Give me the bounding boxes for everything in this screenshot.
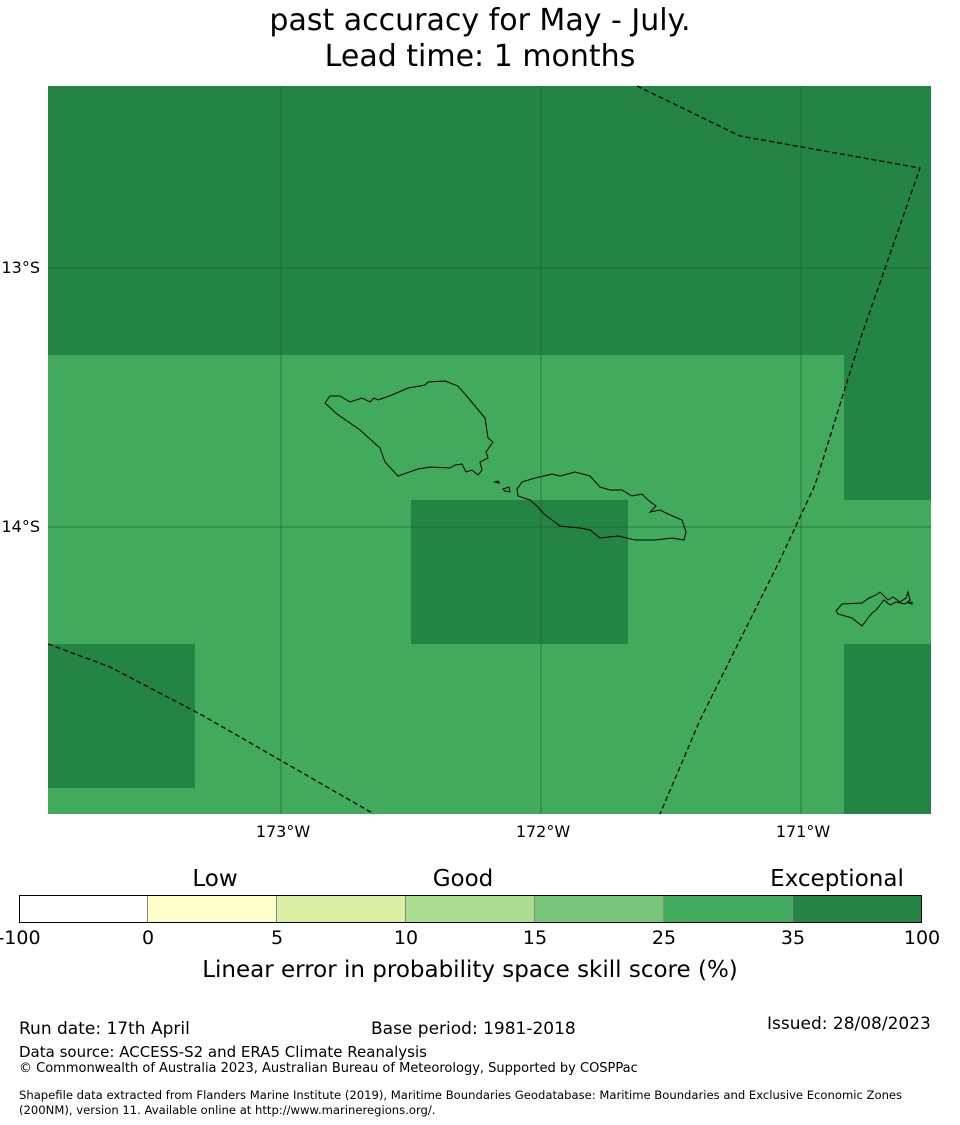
map-title-line-2: Lead time: 1 months [324,39,636,74]
savaii-island-outline [324,380,494,477]
colorbar-category-low: Low [192,866,238,892]
high-skill-region-east [844,355,931,500]
issued-date: Issued: 28/08/2023 [767,1014,931,1034]
copyright-notice: © Commonwealth of Australia 2023, Austra… [19,1061,638,1076]
shapefile-attribution-line-1: Shapefile data extracted from Flanders M… [19,1088,903,1102]
skill-map [47,85,931,815]
high-skill-region-upolu [411,500,628,644]
lon-label-172w: 172°W [515,822,571,841]
data-source: Data source: ACCESS-S2 and ERA5 Climate … [19,1043,427,1061]
high-skill-region-southwest [48,644,195,788]
lon-label-171w: 171°W [775,822,831,841]
maritime-boundaries [47,85,921,815]
colorbar-frame [19,895,922,923]
lon-label-173w: 173°W [255,822,311,841]
colorbar-tick: 25 [651,927,677,949]
colorbar-tick: 10 [393,927,419,949]
upolu-island-outline [516,471,687,541]
colorbar-label: Linear error in probability space skill … [202,957,738,983]
island-coastlines [324,380,913,627]
colorbar-tick: 15 [522,927,548,949]
colorbar-swatch-3 [277,895,406,923]
colorbar-tick: 5 [270,927,284,949]
lat-label-13s: 13°S [1,258,40,277]
high-skill-region-southeast [844,644,931,814]
base-period: Base period: 1981-2018 [371,1019,576,1039]
run-date: Run date: 17th April [19,1019,190,1039]
colorbar-swatch-7 [793,895,922,923]
colorbar-swatch-2 [148,895,277,923]
colorbar-swatch-6 [664,895,793,923]
shapefile-attribution-line-2: (200NM), version 11. Available online at… [19,1103,436,1117]
colorbar-swatch-4 [406,895,535,923]
high-skill-region-north [48,86,931,355]
map-title-line-1: past accuracy for May - July. [269,3,691,38]
colorbar-tick: -100 [0,927,41,949]
map-gridlines [48,86,931,814]
tutuila-island-outline [835,590,911,627]
colorbar-category-exceptional: Exceptional [770,866,904,892]
colorbar-tick: 100 [903,927,941,949]
manono-islet-outline [502,486,511,493]
colorbar-category-good: Good [432,866,494,892]
aunuu-islet-outline [907,601,913,605]
lat-label-14s: 14°S [1,517,40,536]
colorbar-tick: 35 [780,927,806,949]
colorbar-tick: 0 [141,927,155,949]
colorbar-swatch-1 [19,895,148,923]
colorbar-swatch-5 [535,895,664,923]
apolima-islet-outline [493,480,500,484]
